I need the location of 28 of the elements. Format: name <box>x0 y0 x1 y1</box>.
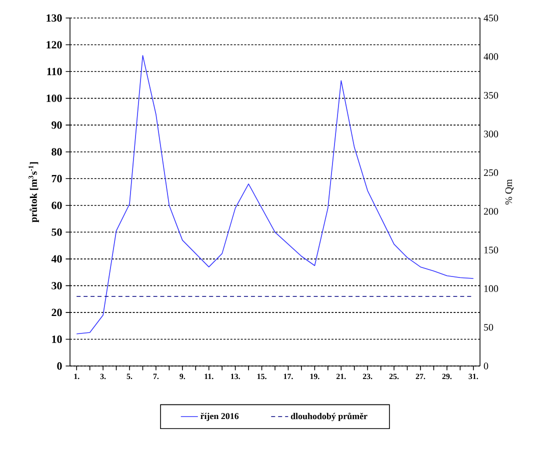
y-tick-label: 0 <box>57 362 62 370</box>
y2-tick-label: 450 <box>484 14 498 22</box>
y-tick-label: 100 <box>46 94 62 102</box>
y2-tick-label: 250 <box>484 169 498 176</box>
y2-tick-label: 150 <box>484 246 498 254</box>
y2-tick-label: 0 <box>484 362 488 370</box>
y-tick-label: 80 <box>52 148 62 156</box>
y2-axis-title: % Qm <box>505 179 514 205</box>
y-tick-label: 20 <box>52 308 62 316</box>
y2-tick-label: 300 <box>484 130 498 138</box>
legend-label: dlouhodobý průměr <box>290 412 368 422</box>
y-tick-label: 60 <box>52 202 62 210</box>
y2-tick-label: 50 <box>484 324 494 331</box>
y-axis-title: průtok [m$^{3}$s$^{-1}$] <box>28 162 39 222</box>
y-tick-label: 70 <box>52 174 62 182</box>
y-tick-label: 90 <box>52 121 62 129</box>
y2-tick-label: 350 <box>484 92 498 99</box>
y2-tick-label: 100 <box>484 285 498 292</box>
y-tick-label: 50 <box>52 228 62 236</box>
y2-tick-label: 200 <box>484 208 498 215</box>
y-tick-label: 40 <box>51 255 62 263</box>
y2-tick-label: 400 <box>484 53 498 60</box>
y-tick-label: 30 <box>52 282 62 290</box>
y-tick-label: 120 <box>46 41 62 48</box>
legend-label: říjen 2016 <box>200 412 239 421</box>
y-tick-label: 10 <box>52 336 62 343</box>
y-tick-label: 110 <box>47 68 62 76</box>
y-tick-label: 130 <box>46 14 62 22</box>
